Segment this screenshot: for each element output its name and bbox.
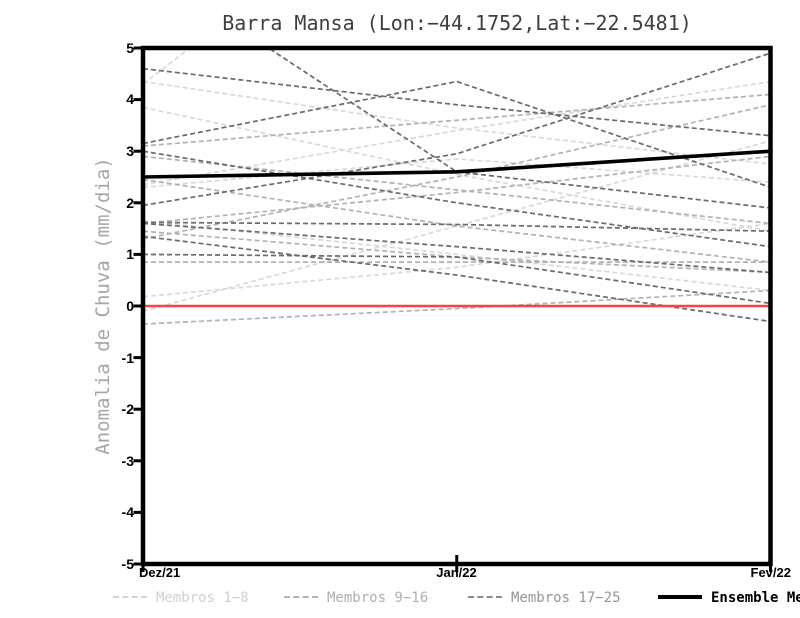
member-line	[143, 140, 771, 312]
member-line	[143, 80, 771, 186]
y-tick-label: 0	[126, 298, 134, 314]
member-line	[143, 150, 771, 248]
legend-label-members-17-25: Membros 17−25	[511, 590, 621, 606]
member-line	[143, 158, 771, 189]
member-line	[143, 178, 771, 263]
legend-label-members-1-8: Membros 1−8	[156, 590, 249, 606]
y-tick-label: -1	[121, 350, 134, 366]
y-tick-label: -2	[121, 401, 134, 417]
y-tick-label: -3	[121, 453, 134, 469]
legend-line-ensemble-mean	[658, 595, 702, 599]
legend-line-members-17-25	[468, 596, 502, 598]
member-line	[143, 106, 771, 233]
y-tick-label: 3	[126, 143, 134, 159]
y-tick-label: 2	[126, 195, 134, 211]
legend-line-members-9-16	[284, 596, 318, 598]
member-line	[143, 220, 771, 292]
x-tick-label-jan22: Jan/22	[436, 565, 477, 580]
member-line	[143, 67, 771, 137]
y-tick-label: -5	[121, 556, 134, 572]
member-line	[143, 235, 771, 323]
member-line	[143, 48, 192, 85]
y-tick-label: 1	[126, 246, 134, 262]
member-line	[143, 222, 771, 274]
member-line	[143, 103, 771, 240]
member-line	[143, 253, 771, 305]
ensemble-mean-line	[143, 149, 771, 179]
member-line	[143, 221, 771, 233]
legend-label-ensemble-mean: Ensemble Mean	[711, 590, 800, 606]
chart-title: Barra Mansa (Lon:−44.1752,Lat:−22.5481)	[222, 11, 692, 35]
member-line	[143, 80, 771, 189]
legend-line-members-1-8	[113, 596, 147, 598]
member-line	[143, 155, 771, 225]
member-line	[143, 289, 771, 325]
legend-label-members-9-16: Membros 9−16	[327, 590, 429, 606]
y-tick-label: 5	[126, 40, 134, 56]
x-tick-label-fev22: Fev/22	[750, 565, 791, 580]
y-tick-label: -4	[121, 504, 134, 520]
member-line	[143, 80, 771, 165]
y-tick-label: 4	[126, 91, 134, 107]
member-line	[143, 52, 771, 207]
x-tick-label-dez21: Dez/21	[139, 565, 181, 580]
member-line	[143, 93, 771, 147]
member-line	[266, 48, 771, 209]
member-line	[143, 222, 771, 298]
